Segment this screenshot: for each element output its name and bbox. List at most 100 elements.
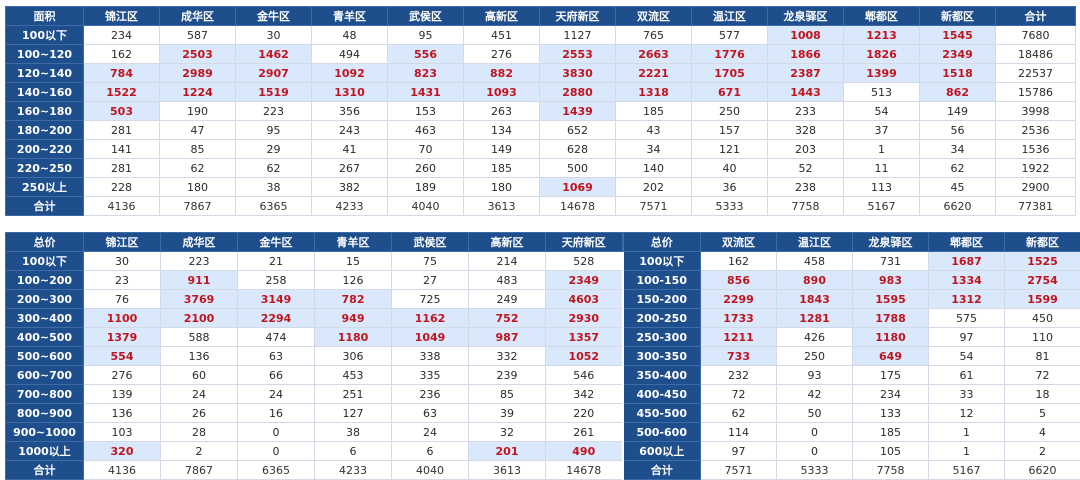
- table-cell: 202: [616, 178, 692, 197]
- table-cell: 725: [392, 290, 469, 309]
- table-cell: 1213: [844, 26, 920, 45]
- table-cell: 234: [84, 26, 160, 45]
- row-label: 900~1000: [6, 423, 84, 442]
- table-cell: 22537: [996, 64, 1076, 83]
- row-label: 250-300: [623, 328, 701, 347]
- row-label: 400~500: [6, 328, 84, 347]
- table-cell: 185: [616, 102, 692, 121]
- table-cell: 40: [692, 159, 768, 178]
- table-cell: 66: [238, 366, 315, 385]
- table-cell: 70: [388, 140, 464, 159]
- table-cell: 1357: [546, 328, 623, 347]
- table-cell: 24: [238, 385, 315, 404]
- table-cell: 2349: [920, 45, 996, 64]
- table-cell: 15: [315, 252, 392, 271]
- table-cell: 113: [844, 178, 920, 197]
- table-cell: 85: [160, 140, 236, 159]
- table-cell: 2: [161, 442, 238, 461]
- table-cell: 180: [160, 178, 236, 197]
- table-cell: 588: [161, 328, 238, 347]
- table-cell: 14678: [540, 197, 616, 216]
- table-cell: 180: [464, 178, 540, 197]
- table-cell: 1162: [392, 309, 469, 328]
- table-cell: 157: [692, 121, 768, 140]
- table-cell: 72: [701, 385, 777, 404]
- table-cell: 3998: [996, 102, 1076, 121]
- row-label: 合计: [6, 461, 84, 480]
- table-cell: 2100: [161, 309, 238, 328]
- row-label: 450-500: [623, 404, 701, 423]
- table-cell: 2754: [1005, 271, 1080, 290]
- table-cell: 45: [920, 178, 996, 197]
- column-header: 郫都区: [844, 7, 920, 26]
- table-cell: 0: [777, 442, 853, 461]
- row-label: 160~180: [6, 102, 84, 121]
- table-cell: 236: [392, 385, 469, 404]
- table-cell: 250: [692, 102, 768, 121]
- table-cell: 6620: [920, 197, 996, 216]
- table-cell: 97: [701, 442, 777, 461]
- table-cell: 267: [312, 159, 388, 178]
- table-cell: 823: [388, 64, 464, 83]
- table-cell: 214: [469, 252, 546, 271]
- table-cell: 37: [844, 121, 920, 140]
- column-header: 总价: [623, 233, 701, 252]
- table-cell: 5: [1005, 404, 1080, 423]
- table-cell: 1522: [84, 83, 160, 102]
- table-cell: 1462: [236, 45, 312, 64]
- table-cell: 81: [1005, 347, 1080, 366]
- table-cell: 48: [312, 26, 388, 45]
- column-header: 总价: [6, 233, 84, 252]
- table-cell: 320: [84, 442, 161, 461]
- table-cell: 121: [692, 140, 768, 159]
- table-cell: 162: [84, 45, 160, 64]
- table-cell: 14678: [546, 461, 623, 480]
- table-cell: 201: [469, 442, 546, 461]
- table-cell: 136: [84, 404, 161, 423]
- table-cell: 1399: [844, 64, 920, 83]
- table-cell: 1069: [540, 178, 616, 197]
- row-label: 250以上: [6, 178, 84, 197]
- table-cell: 5333: [777, 461, 853, 480]
- area-distribution-table: 面积锦江区成华区金牛区青羊区武侯区高新区天府新区双流区温江区龙泉驿区郫都区新都区…: [5, 6, 1076, 216]
- table-cell: 356: [312, 102, 388, 121]
- column-header: 郫都区: [929, 233, 1005, 252]
- table-cell: 281: [84, 159, 160, 178]
- column-header: 青羊区: [312, 7, 388, 26]
- table-cell: 4040: [388, 197, 464, 216]
- table-cell: 890: [777, 271, 853, 290]
- table-cell: 149: [464, 140, 540, 159]
- column-header: 天府新区: [540, 7, 616, 26]
- table-cell: 276: [84, 366, 161, 385]
- table-cell: 54: [929, 347, 1005, 366]
- row-label: 150-200: [623, 290, 701, 309]
- column-header: 新都区: [920, 7, 996, 26]
- table-cell: 426: [777, 328, 853, 347]
- table-cell: 453: [315, 366, 392, 385]
- total-price-distribution-table: 总价锦江区成华区金牛区青羊区武侯区高新区天府新区总价双流区温江区龙泉驿区郫都区新…: [5, 232, 1080, 480]
- table-cell: 1599: [1005, 290, 1080, 309]
- table-cell: 61: [929, 366, 1005, 385]
- table-cell: 731: [853, 252, 929, 271]
- table-cell: 494: [312, 45, 388, 64]
- table-cell: 175: [853, 366, 929, 385]
- column-header: 高新区: [469, 233, 546, 252]
- row-label: 120~140: [6, 64, 84, 83]
- table-cell: 76: [84, 290, 161, 309]
- table-cell: 41: [312, 140, 388, 159]
- table-cell: 3149: [238, 290, 315, 309]
- table-cell: 26: [161, 404, 238, 423]
- row-label: 100以下: [6, 26, 84, 45]
- table-cell: 1127: [540, 26, 616, 45]
- table-cell: 1052: [546, 347, 623, 366]
- table-cell: 28: [161, 423, 238, 442]
